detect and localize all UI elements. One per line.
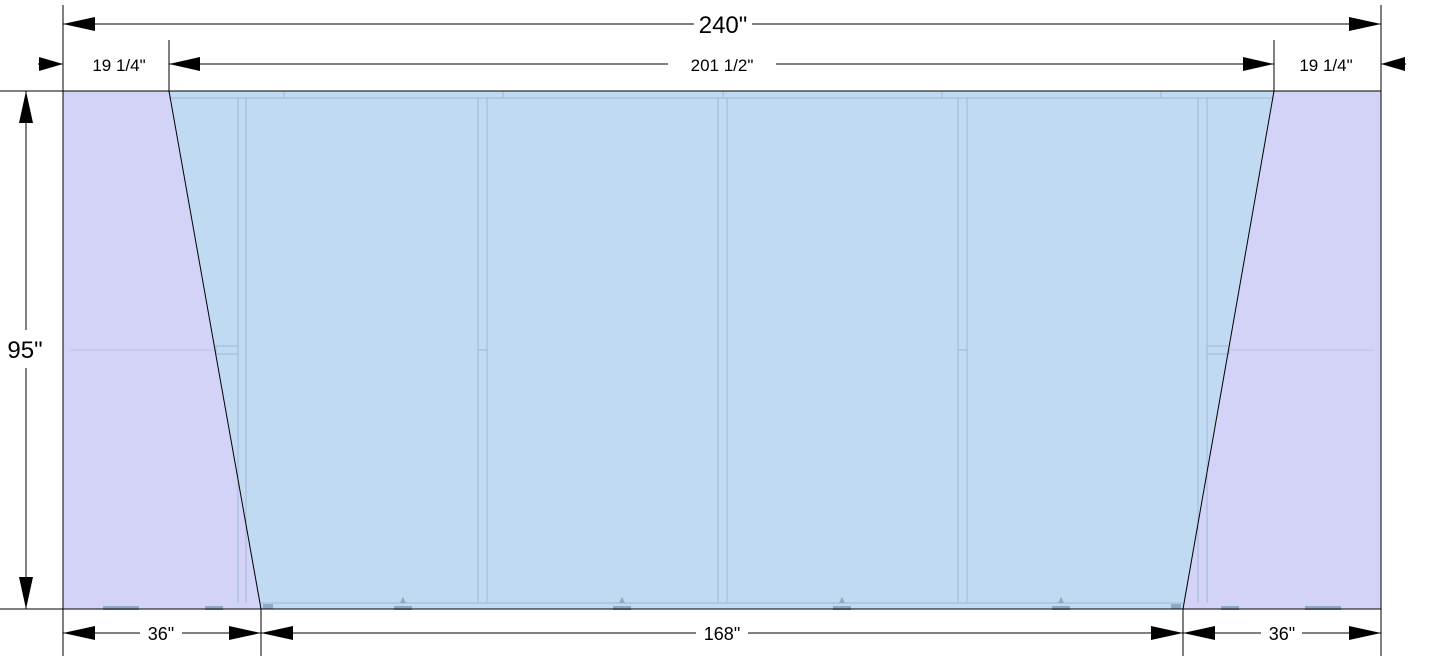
panel-outline xyxy=(62,90,1382,610)
dimension-height: 95" xyxy=(0,90,63,610)
right-slant-edge xyxy=(1182,90,1275,610)
dimension-top-segments: 19 1/4" 201 1/2" 19 1/4" xyxy=(38,40,1406,91)
center-panel xyxy=(169,91,1274,609)
panel-body xyxy=(62,90,1382,610)
dimension-bottom-segments: 36" 168" 36" xyxy=(62,609,1382,656)
top-left-offset-label: 19 1/4" xyxy=(92,56,145,75)
dimension-overall-width: 240" xyxy=(62,5,1382,91)
left-slant-edge xyxy=(168,90,262,610)
overall-width-label: 240" xyxy=(699,12,748,39)
bottom-right-offset-label: 36" xyxy=(1269,624,1295,644)
top-middle-span-label: 201 1/2" xyxy=(691,56,754,75)
height-label: 95" xyxy=(7,337,42,364)
bottom-left-offset-label: 36" xyxy=(148,624,174,644)
top-right-offset-label: 19 1/4" xyxy=(1299,56,1352,75)
floor-feet xyxy=(103,597,1341,610)
frame-structure xyxy=(70,91,1374,604)
bottom-middle-span-label: 168" xyxy=(704,624,740,644)
